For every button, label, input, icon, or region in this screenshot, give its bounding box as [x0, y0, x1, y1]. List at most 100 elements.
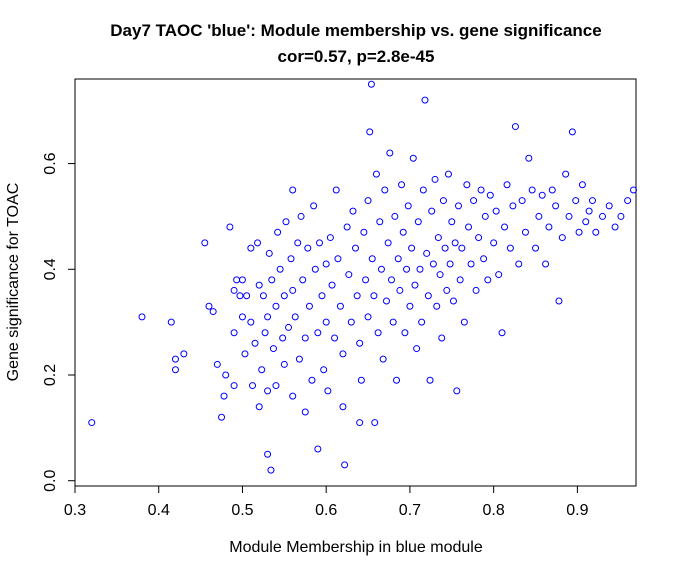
data-point	[399, 228, 407, 236]
data-point	[269, 345, 277, 353]
data-point	[368, 255, 376, 263]
data-point	[506, 244, 514, 252]
data-point	[320, 366, 328, 374]
data-point	[171, 366, 179, 374]
data-point	[443, 286, 451, 294]
data-point	[449, 297, 457, 305]
data-point	[371, 419, 379, 427]
data-point	[515, 260, 523, 268]
data-point	[525, 154, 533, 162]
data-point	[404, 202, 412, 210]
data-point	[267, 466, 275, 474]
data-point	[501, 223, 509, 231]
data-point	[265, 249, 273, 257]
data-point	[294, 239, 302, 247]
y-tick-label: 0.4	[42, 258, 59, 280]
data-point	[272, 382, 280, 390]
data-point	[264, 450, 272, 458]
data-point	[388, 276, 396, 284]
data-point	[578, 181, 586, 189]
x-tick-label: 0.7	[399, 502, 421, 519]
data-points	[88, 80, 637, 474]
data-point	[503, 181, 511, 189]
data-point	[289, 286, 297, 294]
data-point	[418, 318, 426, 326]
data-point	[299, 276, 307, 284]
data-point	[289, 186, 297, 194]
data-point	[532, 244, 540, 252]
data-point	[588, 197, 596, 205]
data-point	[509, 202, 517, 210]
chart-title: Day7 TAOC 'blue': Module membership vs. …	[110, 21, 601, 40]
data-point	[238, 276, 246, 284]
data-point	[406, 302, 414, 310]
y-axis: 0.0 0.2 0.4 0.6	[42, 152, 76, 492]
data-point	[372, 170, 380, 178]
y-tick-label: 0.0	[42, 469, 59, 491]
data-point	[475, 234, 483, 242]
data-point	[254, 239, 262, 247]
data-point	[291, 313, 299, 321]
data-point	[339, 403, 347, 411]
data-point	[456, 276, 464, 284]
data-point	[448, 218, 456, 226]
data-point	[301, 334, 309, 342]
data-point	[446, 260, 454, 268]
data-point	[276, 265, 284, 273]
data-point	[352, 244, 359, 252]
data-point	[472, 286, 480, 294]
data-point	[486, 191, 494, 199]
data-point	[451, 239, 459, 247]
data-point	[384, 239, 392, 247]
data-point	[382, 297, 390, 305]
data-point	[326, 234, 334, 242]
data-point	[568, 128, 576, 136]
data-point	[88, 419, 96, 427]
data-point	[213, 360, 221, 368]
data-point	[481, 212, 489, 220]
data-point	[426, 376, 434, 384]
data-point	[258, 366, 266, 374]
data-point	[282, 218, 290, 226]
data-point	[439, 197, 447, 205]
data-point	[314, 329, 322, 337]
data-point	[367, 80, 375, 88]
data-point	[341, 461, 349, 469]
data-point	[575, 228, 583, 236]
data-point	[458, 244, 466, 252]
data-point	[585, 207, 593, 215]
data-point	[393, 376, 401, 384]
data-point	[364, 313, 372, 321]
data-point	[467, 260, 475, 268]
data-point	[261, 329, 269, 337]
data-point	[280, 360, 288, 368]
data-point	[264, 387, 272, 395]
data-point	[370, 292, 378, 300]
data-point	[357, 376, 365, 384]
data-point	[255, 403, 263, 411]
data-point	[381, 186, 389, 194]
data-point	[421, 96, 429, 104]
data-point	[233, 276, 241, 284]
data-point	[334, 255, 342, 263]
data-point	[230, 329, 238, 337]
data-point	[453, 387, 461, 395]
data-point	[441, 244, 449, 252]
data-point	[511, 123, 519, 131]
data-point	[391, 212, 399, 220]
data-point	[545, 223, 553, 231]
data-point	[167, 318, 175, 326]
data-point	[624, 197, 632, 205]
data-point	[528, 186, 536, 194]
data-point	[289, 392, 297, 400]
x-axis: 0.3 0.4 0.5 0.6 0.7 0.8 0.9	[64, 485, 589, 519]
data-point	[460, 318, 468, 326]
data-point	[322, 260, 330, 268]
data-point	[279, 334, 287, 342]
data-point	[535, 212, 543, 220]
data-point	[318, 292, 326, 300]
x-tick-label: 0.6	[315, 502, 337, 519]
data-point	[416, 265, 424, 273]
data-point	[465, 223, 473, 231]
data-point	[403, 265, 411, 273]
